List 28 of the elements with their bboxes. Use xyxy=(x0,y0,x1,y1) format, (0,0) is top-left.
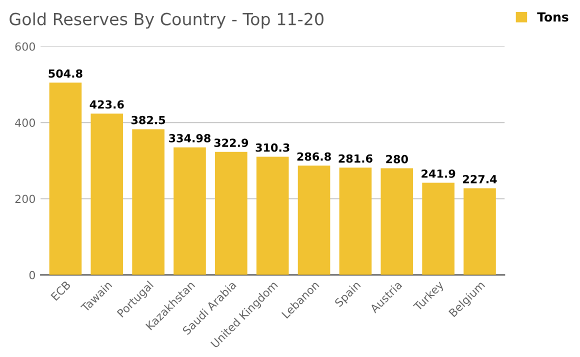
y-tick-label: 200 xyxy=(15,194,35,204)
bar xyxy=(464,188,496,275)
bar xyxy=(422,182,454,275)
y-tick-label: 0 xyxy=(29,270,35,280)
bar xyxy=(298,166,330,275)
data-label: 322.9 xyxy=(214,138,248,147)
bar xyxy=(132,129,164,275)
bar xyxy=(339,168,372,275)
data-label: 281.6 xyxy=(338,154,372,163)
data-label: 423.6 xyxy=(90,100,124,109)
data-label: 504.8 xyxy=(48,69,82,78)
y-tick-label: 400 xyxy=(15,118,35,127)
data-label: 334.98 xyxy=(169,134,210,142)
bar xyxy=(380,168,414,275)
legend-label: Tons xyxy=(537,12,568,22)
bar xyxy=(256,156,289,275)
data-label: 280 xyxy=(386,154,408,164)
bar xyxy=(49,82,82,275)
chart-title: Gold Reserves By Country - Top 11-20 xyxy=(10,12,324,29)
data-label: 227.4 xyxy=(463,174,497,184)
data-label: 310.3 xyxy=(256,143,290,152)
bar xyxy=(174,147,206,275)
bar xyxy=(215,152,248,275)
data-label: 382.5 xyxy=(131,116,166,124)
bar xyxy=(90,114,124,275)
data-label: 286.8 xyxy=(297,152,331,161)
data-label: 241.9 xyxy=(422,169,456,178)
y-tick-label: 600 xyxy=(15,42,35,51)
